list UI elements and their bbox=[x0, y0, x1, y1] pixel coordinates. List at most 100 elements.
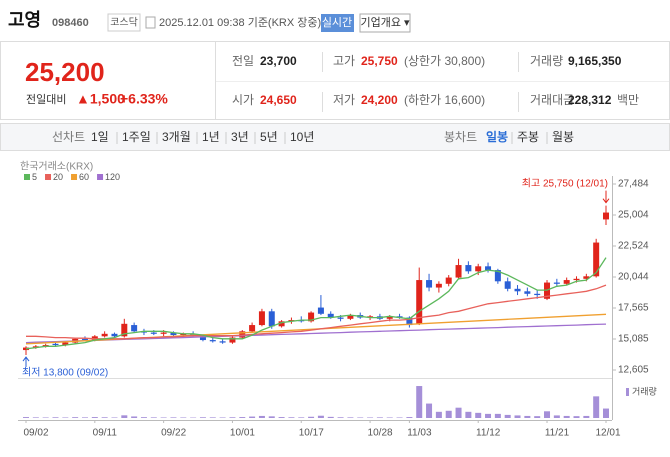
annotation-arrow bbox=[23, 357, 29, 367]
candle-body bbox=[505, 281, 511, 289]
volume-bar bbox=[416, 386, 422, 418]
candle-body bbox=[524, 291, 530, 294]
volume-bar bbox=[180, 417, 186, 418]
volume-bar bbox=[62, 417, 68, 418]
candle-body bbox=[269, 311, 275, 326]
volume-bar bbox=[220, 417, 226, 418]
volume-bar bbox=[298, 417, 304, 418]
candle-body bbox=[603, 213, 609, 220]
change: ▲1,500 bbox=[76, 91, 125, 107]
candle-body bbox=[426, 280, 432, 288]
candle-body bbox=[446, 278, 452, 284]
legend-swatch bbox=[45, 174, 51, 180]
stock-code: 098460 bbox=[52, 17, 89, 29]
x-tick-label: 09/11 bbox=[93, 428, 118, 439]
volume-bar bbox=[121, 415, 127, 418]
volume-bar bbox=[43, 417, 49, 418]
moving-average bbox=[26, 285, 606, 339]
volume-bar bbox=[239, 417, 245, 418]
period-option[interactable]: 1주일 bbox=[122, 130, 151, 144]
candle-body bbox=[574, 279, 580, 280]
volume-bar bbox=[406, 417, 412, 418]
volume-bar bbox=[564, 416, 570, 418]
volume-legend: 거래량 bbox=[632, 385, 657, 396]
volume-legend-swatch bbox=[626, 388, 629, 396]
period-option[interactable]: 1일 bbox=[91, 130, 109, 144]
legend-swatch bbox=[97, 174, 103, 180]
change-label: 전일대비 bbox=[26, 92, 66, 106]
realtime-label[interactable]: 실시간 bbox=[322, 16, 352, 29]
candle-body bbox=[515, 289, 521, 292]
volume-bar bbox=[141, 417, 147, 418]
volume-bar bbox=[397, 417, 403, 418]
market: 코스닥 bbox=[110, 17, 138, 29]
volume-bar bbox=[593, 396, 599, 418]
volume-bar bbox=[23, 417, 29, 418]
volume-bar bbox=[102, 417, 108, 418]
candle-body bbox=[249, 325, 255, 331]
period-option[interactable]: 1년 bbox=[202, 130, 220, 144]
x-tick-label: 10/17 bbox=[299, 428, 324, 439]
company-label[interactable]: 기업개요 ▾ bbox=[360, 16, 410, 29]
volume-bar bbox=[574, 416, 580, 418]
candle-body bbox=[102, 334, 108, 337]
volume-bar bbox=[92, 417, 98, 418]
volume-bar bbox=[377, 417, 383, 418]
volume-bar bbox=[544, 411, 550, 418]
stat-label: 시가 bbox=[232, 93, 254, 107]
volume-bar bbox=[318, 416, 324, 418]
volume-bar bbox=[328, 417, 334, 418]
period-option[interactable]: 3개월 bbox=[162, 130, 191, 144]
volume-bar bbox=[446, 411, 452, 418]
timestamp: 2025.12.01 09:38 기준(KRX 장중) bbox=[159, 16, 321, 29]
candle-body bbox=[161, 333, 167, 334]
period-option[interactable]: 5년 bbox=[260, 130, 278, 144]
volume-bar bbox=[485, 414, 491, 418]
stat-label: 거래량 bbox=[530, 54, 563, 68]
volume-bar bbox=[52, 417, 58, 418]
legend-label: 60 bbox=[79, 172, 89, 182]
volume-bar bbox=[357, 417, 363, 418]
volume-bar bbox=[465, 412, 471, 418]
volume-bar bbox=[515, 415, 521, 418]
volume-bar bbox=[288, 417, 294, 418]
volume-bar bbox=[259, 416, 265, 418]
candle-body bbox=[259, 311, 265, 325]
candle-body bbox=[151, 333, 157, 334]
candle-body bbox=[554, 283, 560, 284]
stat-value: 25,750 bbox=[361, 54, 398, 68]
candle-body bbox=[475, 266, 481, 271]
candle-body bbox=[318, 308, 324, 314]
y-tick-label: 20,044 bbox=[618, 272, 649, 283]
period-option[interactable]: 주봉 bbox=[517, 130, 539, 144]
x-tick-label: 09/02 bbox=[23, 428, 48, 439]
candle-body bbox=[534, 294, 540, 295]
volume-bar bbox=[495, 414, 501, 418]
volume-bar bbox=[210, 417, 216, 418]
source: 한국거래소(KRX) bbox=[20, 161, 93, 173]
candle-body bbox=[338, 318, 344, 319]
volume-bar bbox=[505, 415, 511, 418]
stat-value: 24,200 bbox=[361, 93, 398, 107]
candle-body bbox=[111, 334, 117, 337]
period-option[interactable]: 3년 bbox=[231, 130, 249, 144]
period-option[interactable]: 월봉 bbox=[552, 130, 574, 144]
period-option[interactable]: 일봉 bbox=[486, 130, 508, 144]
period-option[interactable]: 10년 bbox=[290, 130, 314, 144]
x-tick-label: 12/01 bbox=[595, 428, 620, 439]
y-tick-label: 25,004 bbox=[618, 210, 649, 221]
x-tick-label: 11/12 bbox=[476, 428, 501, 439]
clock-icon bbox=[146, 17, 155, 28]
y-tick-label: 12,605 bbox=[618, 365, 649, 376]
volume-bar bbox=[161, 417, 167, 418]
stat-note: (상한가 30,800) bbox=[404, 54, 485, 68]
x-tick-label: 11/03 bbox=[407, 428, 432, 439]
price: 25,200 bbox=[25, 57, 105, 87]
volume-bar bbox=[554, 415, 560, 418]
legend-label: 120 bbox=[105, 172, 120, 182]
volume-bar bbox=[338, 417, 344, 418]
stat-label: 고가 bbox=[333, 54, 355, 68]
